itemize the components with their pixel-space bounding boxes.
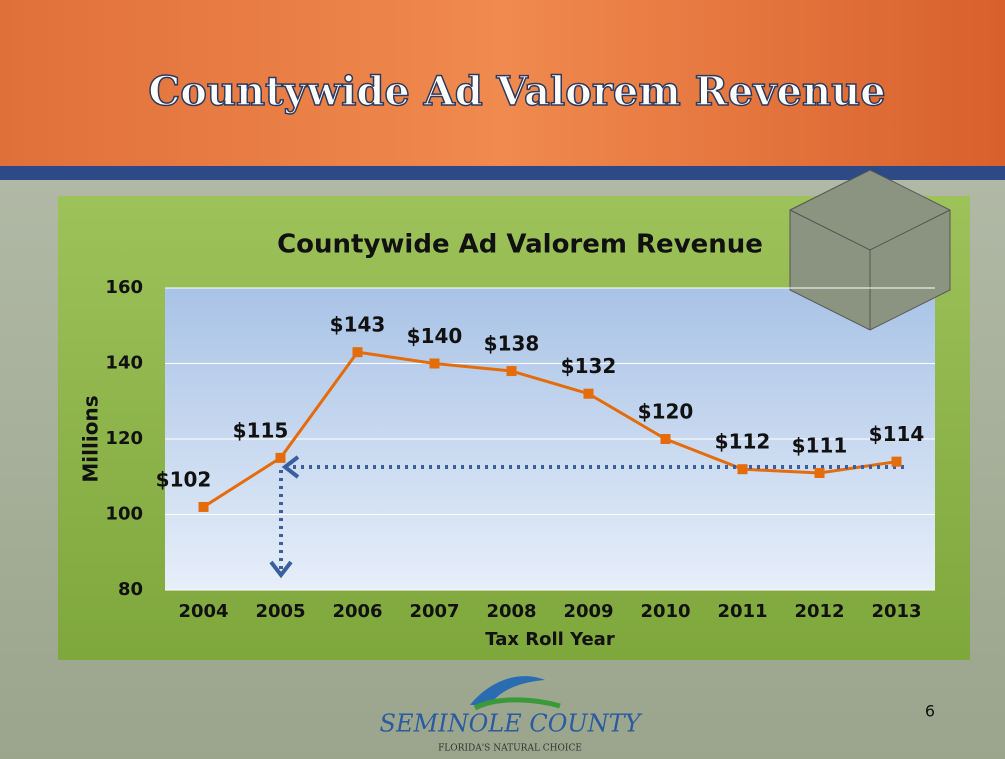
data-label: $111 <box>792 433 848 457</box>
chart-title: Countywide Ad Valorem Revenue <box>277 230 763 260</box>
x-tick-label: 2010 <box>640 601 690 622</box>
data-point <box>506 366 517 377</box>
header-stripe <box>0 166 1005 180</box>
y-tick-label: 100 <box>105 504 143 525</box>
data-line <box>202 350 897 509</box>
data-point <box>429 358 440 369</box>
data-label: $140 <box>407 324 463 348</box>
data-label: $143 <box>330 313 386 337</box>
y-axis-label: Millions <box>79 395 103 482</box>
data-point <box>660 434 671 444</box>
slide-title: Countywide Ad Valorem Revenue <box>148 68 885 115</box>
logo: SEMINOLE COUNTY FLORIDA'S NATURAL CHOICE <box>380 676 643 754</box>
x-tick-label: 2013 <box>871 601 921 622</box>
arrow-head <box>281 455 300 479</box>
data-label: $112 <box>715 430 771 454</box>
y-tick-label: 160 <box>105 277 143 298</box>
data-point <box>275 452 286 463</box>
data-label: $132 <box>561 354 617 378</box>
data-label: $114 <box>869 422 925 446</box>
x-tick-label: 2009 <box>563 601 613 622</box>
x-tick-label: 2008 <box>486 601 536 622</box>
x-tick-label: 2007 <box>409 601 459 622</box>
y-tick-label: 140 <box>105 353 143 374</box>
data-label: $115 <box>233 418 289 442</box>
data-point <box>583 388 594 399</box>
data-label: $138 <box>484 332 540 356</box>
logo-tagline: FLORIDA'S NATURAL CHOICE <box>438 744 582 754</box>
y-tick-label: 120 <box>105 428 143 449</box>
header-band <box>0 0 1005 166</box>
data-label: $120 <box>638 400 694 424</box>
money-cube <box>789 169 951 331</box>
x-tick-label: 2012 <box>794 601 844 622</box>
page-number: 6 <box>925 702 935 721</box>
annotation-arrows <box>269 455 905 579</box>
data-label: $102 <box>156 467 212 491</box>
arrow-head <box>269 560 293 579</box>
data-point <box>814 467 825 478</box>
logo-name: SEMINOLE COUNTY <box>380 710 643 738</box>
x-axis-label: Tax Roll Year <box>485 629 615 650</box>
data-point <box>198 501 209 512</box>
data-point <box>737 464 748 475</box>
x-tick-label: 2004 <box>178 601 228 622</box>
data-point <box>352 347 363 358</box>
logo-mark <box>470 676 545 705</box>
data-point <box>891 456 902 467</box>
y-tick-label: 80 <box>118 579 143 600</box>
x-tick-label: 2011 <box>717 601 767 622</box>
logo-mark <box>473 697 561 711</box>
x-tick-label: 2006 <box>332 601 382 622</box>
x-tick-label: 2005 <box>255 601 305 622</box>
